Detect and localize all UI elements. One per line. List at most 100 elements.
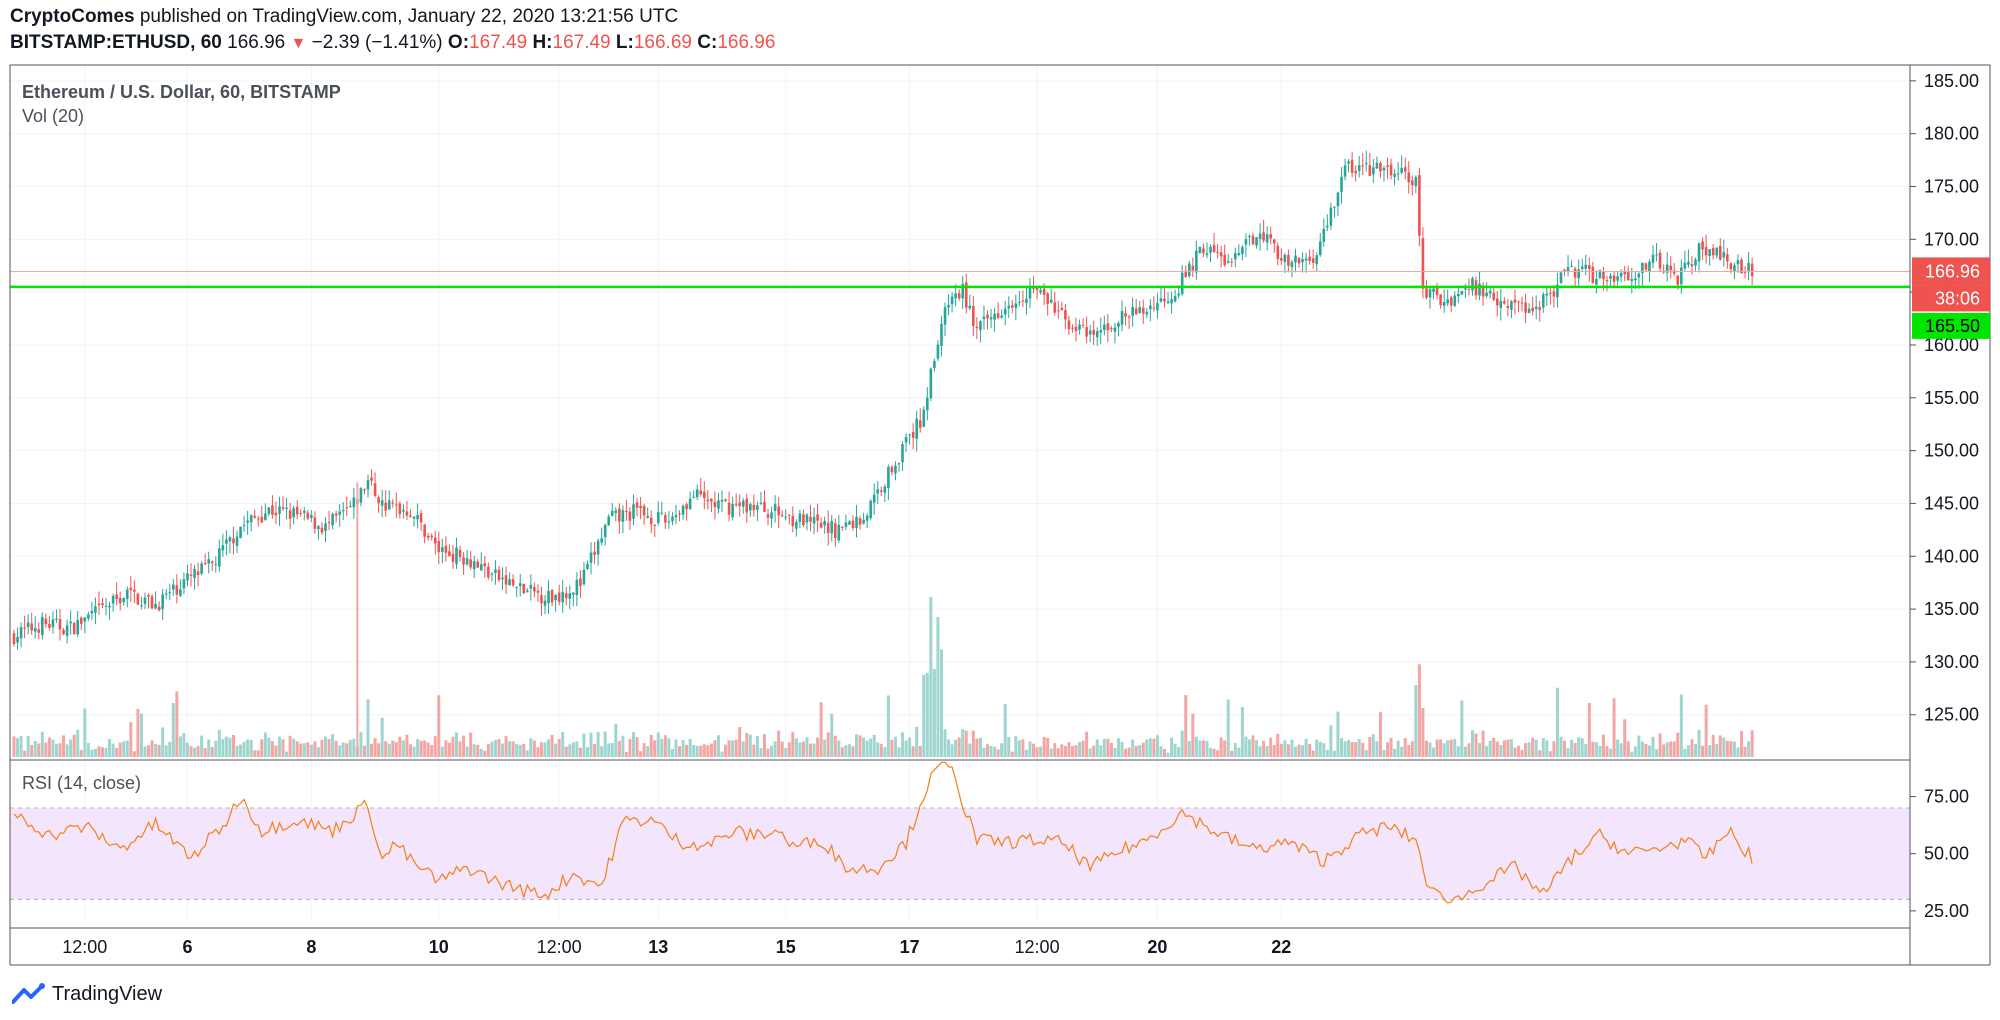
- volume-bar: [1138, 745, 1142, 757]
- volume-bar: [1570, 739, 1574, 757]
- candle-body: [338, 511, 341, 515]
- candle-body: [1283, 254, 1287, 263]
- volume-bar: [688, 738, 692, 757]
- volume-bar: [1311, 750, 1315, 757]
- candle-body: [97, 603, 101, 606]
- x-tick-label: 12:00: [1015, 937, 1060, 957]
- volume-bar: [1014, 736, 1018, 757]
- volume-bar: [678, 746, 682, 757]
- volume-bar: [154, 743, 158, 757]
- candle-body: [858, 518, 862, 525]
- candle-body: [1244, 239, 1248, 245]
- candle-body: [1432, 288, 1435, 292]
- volume-bar: [614, 723, 618, 757]
- volume-bar: [26, 736, 30, 757]
- tradingview-brand[interactable]: TradingView: [12, 982, 162, 1006]
- volume-bar: [1155, 735, 1159, 757]
- volume-legend: Vol (20): [22, 106, 84, 126]
- candle-body: [373, 483, 377, 496]
- candle-body: [621, 510, 625, 522]
- candle-body: [1265, 234, 1269, 243]
- volume-bar: [1233, 743, 1237, 757]
- candle-body: [1541, 294, 1545, 308]
- volume-bar: [447, 742, 451, 757]
- volume-bar: [1216, 750, 1220, 757]
- candle-body: [366, 480, 370, 490]
- candle-body: [1464, 288, 1467, 290]
- candle-body: [823, 520, 826, 526]
- volume-bar: [1555, 687, 1559, 757]
- volume-bar: [203, 748, 207, 757]
- candle-body: [161, 594, 164, 609]
- candle-body: [918, 420, 922, 428]
- candle-body: [720, 499, 724, 502]
- volume-bar: [483, 750, 487, 757]
- volume-bar: [1676, 732, 1680, 757]
- candle-body: [1563, 269, 1566, 272]
- volume-bar: [1163, 749, 1166, 757]
- candle-body: [1605, 279, 1609, 282]
- volume-bar: [1386, 742, 1390, 757]
- candle-body: [1460, 290, 1464, 295]
- candle-body: [964, 282, 968, 308]
- volume-bar: [1662, 744, 1666, 757]
- candle-body: [710, 498, 713, 502]
- volume-bar: [1368, 737, 1372, 757]
- volume-bar: [1070, 746, 1074, 757]
- candle-body: [79, 617, 83, 624]
- volume-bars: [12, 597, 1754, 757]
- volume-bar: [635, 737, 639, 757]
- volume-bar: [1159, 746, 1163, 757]
- volume-bar: [1198, 740, 1202, 757]
- volume-bar: [646, 746, 650, 757]
- volume-bar: [1276, 733, 1280, 757]
- volume-bar: [1393, 748, 1397, 757]
- y-tick-label: 135.00: [1924, 599, 1979, 619]
- candle-body: [575, 579, 579, 595]
- candle-body: [639, 506, 642, 509]
- candle-body: [430, 535, 434, 538]
- volume-bar: [1170, 737, 1174, 757]
- volume-bar: [1584, 743, 1588, 757]
- volume-bar: [918, 746, 922, 757]
- volume-bar: [1722, 737, 1726, 757]
- candle-body: [1372, 167, 1375, 175]
- volume-bar: [1032, 743, 1036, 757]
- candle-body: [444, 545, 448, 553]
- candle-body: [1697, 243, 1701, 262]
- volume-bar: [1506, 739, 1510, 757]
- volume-bar: [660, 738, 664, 757]
- symbol-name[interactable]: BITSTAMP:ETHUSD, 60: [10, 32, 222, 53]
- volume-bar: [1116, 738, 1120, 757]
- candle-body: [1241, 247, 1244, 255]
- volume-bar: [589, 732, 593, 757]
- candle-body: [1747, 262, 1750, 271]
- volume-bar: [1017, 740, 1021, 757]
- rsi-tick-label: 25.00: [1924, 901, 1969, 921]
- volume-bar: [1495, 741, 1499, 757]
- candle-body: [147, 595, 150, 597]
- author-name[interactable]: CryptoComes: [10, 6, 135, 27]
- candle-body: [833, 523, 837, 539]
- volume-bar: [568, 744, 572, 757]
- volume-bar: [1644, 743, 1648, 757]
- volume-bar: [752, 744, 756, 757]
- candle-body: [1471, 277, 1474, 291]
- candle-body: [310, 515, 313, 518]
- y-tick-label: 130.00: [1924, 652, 1979, 672]
- volume-bar: [993, 746, 997, 757]
- volume-bar: [741, 741, 745, 757]
- volume-bar: [278, 736, 281, 757]
- volume-bar: [1538, 750, 1542, 757]
- volume-bar: [1750, 730, 1754, 757]
- volume-bar: [1672, 741, 1676, 757]
- candle-body: [235, 536, 239, 546]
- candle-body: [929, 368, 933, 399]
- volume-bar: [1258, 746, 1262, 757]
- candle-body: [1552, 291, 1556, 297]
- candle-body: [745, 498, 749, 513]
- candle-body: [1131, 306, 1134, 316]
- candle-body: [1042, 288, 1046, 295]
- x-tick-label: 12:00: [62, 937, 107, 957]
